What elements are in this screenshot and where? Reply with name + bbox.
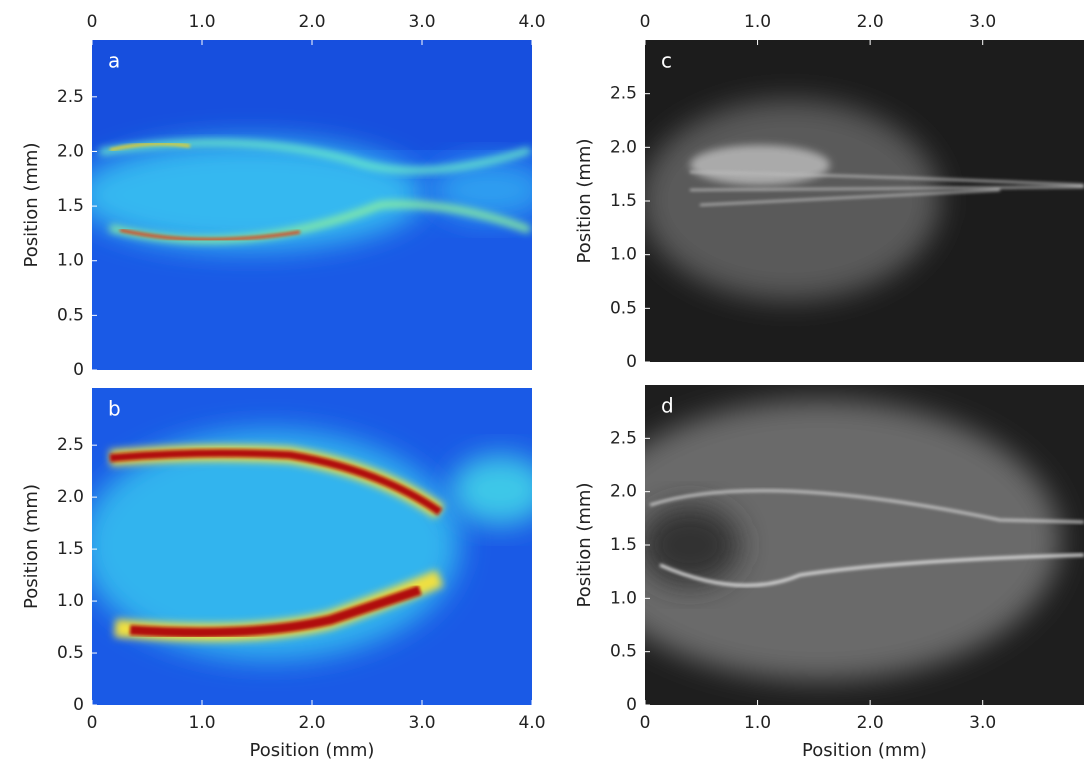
image-c (645, 40, 1084, 362)
x-tick-label: 3.0 (969, 713, 996, 733)
x-tick-label: 2.0 (857, 12, 884, 32)
x-tick-label: 0 (640, 12, 651, 32)
x-tick-label: 2.0 (857, 713, 884, 733)
x-tick-label: 1.0 (188, 713, 215, 733)
y-tick-label: 1.0 (57, 251, 84, 271)
x-tick-label: 1.0 (744, 12, 771, 32)
y-tick-label: 1.5 (57, 196, 84, 216)
x-tick-label: 3.0 (969, 12, 996, 32)
x-axis-label: Position (mm) (250, 740, 375, 761)
y-tick-label: 2.0 (610, 482, 637, 502)
y-axis-label: Position (mm) (574, 483, 595, 608)
image-a (92, 40, 532, 370)
y-tick-label: 0.5 (57, 643, 84, 663)
y-tick-label: 1.5 (610, 191, 637, 211)
y-tick-label: 0 (626, 695, 637, 715)
x-tick-label: 3.0 (408, 12, 435, 32)
x-tick-label: 0 (640, 713, 651, 733)
panel-label: b (108, 397, 121, 421)
x-tick-label: 4.0 (518, 12, 545, 32)
y-tick-label: 0 (626, 352, 637, 372)
y-tick-label: 2.0 (57, 141, 84, 161)
panel-label: c (661, 49, 672, 73)
y-tick-label: 0 (73, 360, 84, 380)
y-tick-label: 2.5 (57, 435, 84, 455)
y-tick-label: 1.5 (57, 539, 84, 559)
y-tick-label: 2.5 (610, 428, 637, 448)
y-axis-label: Position (mm) (574, 139, 595, 264)
x-axis-label: Position (mm) (802, 740, 927, 761)
y-tick-label: 1.5 (610, 535, 637, 555)
y-tick-label: 2.5 (57, 87, 84, 107)
x-tick-label: 1.0 (744, 713, 771, 733)
image-b (92, 388, 532, 705)
y-tick-label: 1.0 (57, 591, 84, 611)
x-tick-label: 4.0 (518, 713, 545, 733)
y-axis-label: Position (mm) (21, 143, 42, 268)
y-tick-label: 2.0 (57, 487, 84, 507)
y-tick-label: 0 (73, 695, 84, 715)
x-tick-label: 3.0 (408, 713, 435, 733)
y-tick-label: 1.0 (610, 588, 637, 608)
x-tick-label: 0 (87, 713, 98, 733)
y-tick-label: 2.5 (610, 84, 637, 104)
y-tick-label: 1.0 (610, 245, 637, 265)
panel-label: a (108, 49, 120, 73)
x-tick-label: 2.0 (298, 12, 325, 32)
y-tick-label: 2.0 (610, 137, 637, 157)
x-tick-label: 0 (87, 12, 98, 32)
y-axis-label: Position (mm) (21, 484, 42, 609)
x-tick-label: 2.0 (298, 713, 325, 733)
y-tick-label: 0.5 (610, 298, 637, 318)
y-tick-label: 0.5 (610, 642, 637, 662)
panel-label: d (661, 394, 674, 418)
y-tick-label: 0.5 (57, 305, 84, 325)
image-d (645, 385, 1084, 705)
x-tick-label: 1.0 (188, 12, 215, 32)
